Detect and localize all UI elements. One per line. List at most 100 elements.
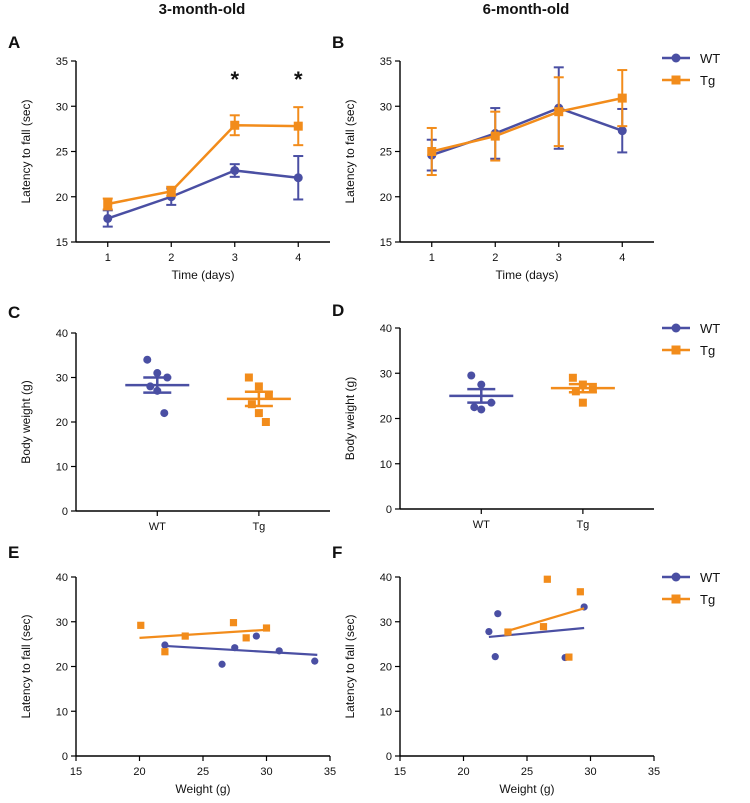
x-tick-label: 35 [648,766,660,778]
data-point [539,623,548,631]
y-tick-label: 20 [56,192,68,204]
data-point [568,373,577,382]
y-tick-label: 30 [380,368,392,380]
panel-c: C 0 10 20 30 40 WT Tg Body weight (g) [8,303,330,533]
data-point [554,107,564,117]
data-point [565,653,573,661]
data-point [427,147,437,156]
legend-label-tg: Tg [700,343,715,358]
panel-letter: A [8,33,20,52]
data-point [490,131,500,141]
data-point [264,391,273,400]
y-axis-label: Body weight (g) [343,377,357,460]
panel-letter: C [8,303,20,322]
data-point [504,628,512,636]
legend-marker-tg [671,345,681,355]
x-tick-label: 4 [295,252,301,264]
series-line [431,106,623,157]
x-tick-label: WT [149,521,166,533]
y-tick-label: 25 [380,147,392,159]
column-title-3-month: 3-month-old [159,1,246,18]
y-tick-label: 40 [380,323,392,335]
panel-letter: F [332,543,342,562]
panel-a: A 15 20 25 30 35 1 2 3 4 Latency to fall (sec) Time… [8,33,330,282]
x-tick-label: Tg [252,521,265,533]
y-tick-label: 0 [62,751,68,763]
data-point [576,588,584,596]
legend-label-tg: Tg [700,592,715,607]
x-axis-label: Time (days) [172,268,235,282]
x-tick-label: 25 [197,766,209,778]
panel-e: E 0 10 20 30 40 15 20 25 30 35 Latency to fall (sec… [8,543,336,796]
x-tick-label: 30 [584,766,596,778]
y-tick-label: 15 [56,237,68,249]
y-tick-label: 10 [380,459,392,471]
series-wt [125,355,190,418]
panel-letter: B [332,33,344,52]
series-line [107,169,299,220]
data-point [262,624,271,632]
legend-marker-wt [671,572,681,582]
column-title-6-month: 6-month-old [483,1,570,18]
legend-label-wt: WT [700,321,720,336]
series-line [431,96,623,153]
data-point [181,632,189,640]
data-point [494,610,502,618]
y-tick-label: 10 [380,706,392,718]
y-tick-label: 40 [56,572,68,584]
data-point [230,120,240,130]
y-axis-label: Latency to fall (sec) [343,99,357,203]
panel-b: B 15 20 25 30 35 1 2 3 4 Latency to fall (sec) Time… [332,33,720,282]
y-axis-label: Latency to fall (sec) [19,99,33,203]
y-tick-label: 20 [380,414,392,426]
legend-marker-wt [671,53,681,63]
data-point [166,186,176,196]
data-point [229,619,238,627]
y-tick-label: 30 [56,373,68,385]
series-wt [426,66,628,172]
data-point [477,380,486,389]
data-point [242,634,250,642]
x-tick-label: 30 [260,766,272,778]
x-tick-label: 3 [232,252,238,264]
regression-line [139,628,267,639]
data-point [293,121,303,131]
x-tick-label: 25 [521,766,533,778]
data-point [293,173,303,183]
data-point [103,199,113,209]
data-point [617,126,627,136]
x-tick-label: 4 [619,252,625,264]
panel-letter: E [8,543,19,562]
legend-label-tg: Tg [700,73,715,88]
data-point [218,660,226,668]
x-tick-label: 1 [105,252,111,264]
y-tick-label: 30 [380,101,392,113]
data-point [160,409,169,418]
panel-d: D 0 10 20 30 40 WT Tg Body weight (g) WT Tg [332,301,720,531]
series-tg [426,69,628,177]
regression-line [488,626,585,639]
regression-line [164,644,318,656]
x-tick-label: Tg [576,519,589,531]
y-tick-label: 15 [380,237,392,249]
legend-marker-tg [671,594,681,604]
data-point [137,621,145,629]
data-point [254,382,263,391]
x-tick-label: 2 [168,252,174,264]
legend-label-wt: WT [700,570,720,585]
x-tick-label: 2 [492,252,498,264]
y-tick-label: 0 [386,504,392,516]
series-wt [161,632,319,668]
data-point [477,405,486,414]
x-tick-label: WT [473,519,490,531]
x-tick-label: 20 [457,766,469,778]
y-tick-label: 40 [380,572,392,584]
data-point [467,371,476,380]
y-tick-label: 30 [380,617,392,629]
series-line [107,123,299,206]
y-tick-label: 10 [56,462,68,474]
y-axis-label: Latency to fall (sec) [19,614,33,718]
data-point [103,213,113,223]
data-point [146,382,155,391]
